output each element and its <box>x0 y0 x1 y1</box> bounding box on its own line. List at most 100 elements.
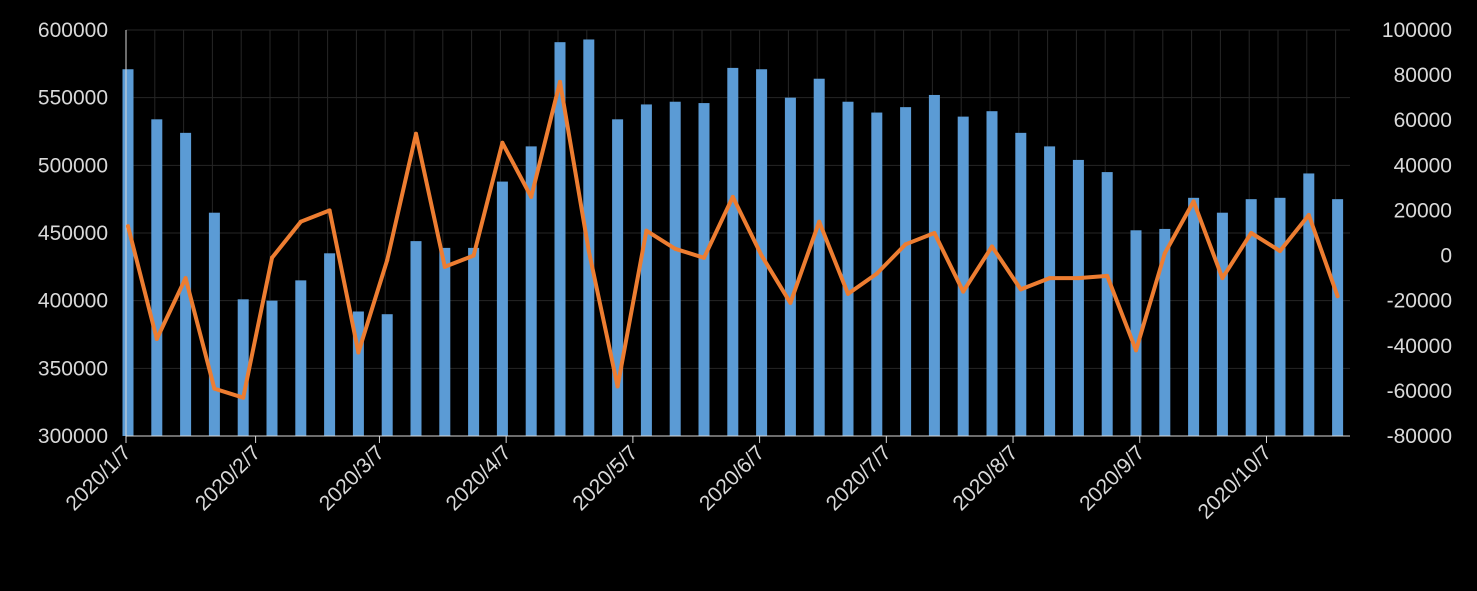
line-series <box>126 79 1340 400</box>
bar <box>295 280 307 436</box>
bar <box>1274 197 1286 436</box>
bar <box>698 103 710 436</box>
bar <box>784 97 796 437</box>
line-point <box>1162 251 1167 256</box>
line-point <box>1335 294 1340 299</box>
y-left-tick-label: 300000 <box>38 425 108 448</box>
bar-series <box>122 39 1344 437</box>
line-point <box>241 395 246 400</box>
line-point <box>1047 276 1052 281</box>
line-point <box>212 386 217 391</box>
x-tick-label: 2020/4/7 <box>442 441 516 515</box>
line-point <box>759 253 764 258</box>
line-point <box>1306 212 1311 217</box>
y-left-tick-label: 500000 <box>38 154 108 177</box>
bar <box>122 69 134 436</box>
x-tick-label: 2020/3/7 <box>315 441 389 515</box>
x-tick-label: 2020/9/7 <box>1075 441 1149 515</box>
x-tick-label: 2020/7/7 <box>822 441 896 515</box>
bar <box>1130 230 1142 436</box>
line-point <box>1249 231 1254 235</box>
bar <box>669 101 681 436</box>
bar <box>1044 146 1056 437</box>
line-point <box>126 224 130 229</box>
line-point <box>1105 273 1110 278</box>
bar <box>237 299 249 436</box>
line-point <box>270 255 274 260</box>
line-point <box>1134 348 1138 353</box>
line-point <box>874 271 879 276</box>
x-tick-label: 2020/1/7 <box>61 441 135 515</box>
bar <box>900 107 912 436</box>
x-tick-label: 2020/6/7 <box>695 441 769 515</box>
y-right-tick-label: -80000 <box>1387 425 1452 448</box>
bar <box>324 253 336 436</box>
bar <box>957 116 969 436</box>
y-right-tick-label: -40000 <box>1387 335 1452 358</box>
bar <box>1015 132 1027 436</box>
line-point <box>1191 199 1196 204</box>
line-point <box>183 276 188 281</box>
line-point <box>702 255 706 260</box>
bar <box>410 241 422 436</box>
y-right-tick-label: -20000 <box>1387 290 1452 313</box>
x-tick-label: 2020/2/7 <box>191 441 265 515</box>
bar <box>439 247 451 436</box>
line-point <box>615 384 620 389</box>
line-point <box>1278 249 1282 254</box>
line-point <box>327 208 332 213</box>
line-point <box>903 242 908 247</box>
line-point <box>932 231 937 235</box>
line-point <box>298 219 303 224</box>
bar <box>525 146 537 437</box>
y-left-tick-label: 450000 <box>38 222 108 245</box>
bar <box>612 119 624 436</box>
line-point <box>990 244 994 249</box>
y-right-tick-label: 40000 <box>1394 154 1452 177</box>
line-point <box>1018 287 1023 292</box>
line-point <box>586 249 591 254</box>
x-tick-label: 2020/8/7 <box>949 441 1023 515</box>
y-right-tick-label: 60000 <box>1394 109 1452 132</box>
line-point <box>154 337 159 342</box>
bar <box>1303 173 1315 436</box>
line-point <box>961 289 966 294</box>
bar <box>496 181 508 436</box>
x-tick-label: 2020/10/7 <box>1194 441 1276 523</box>
y-left-tick-label: 400000 <box>38 290 108 313</box>
tick-labels: 2020/1/7 2020/2/7 2020/3/7 2020/4/7 2020/5/7… <box>38 19 1452 524</box>
bar <box>1101 172 1113 436</box>
line-point <box>1076 276 1081 281</box>
x-tick-label: 2020/5/7 <box>568 441 642 515</box>
line-point <box>385 258 390 263</box>
line-point <box>471 253 476 258</box>
y-left-tick-label: 350000 <box>38 357 108 380</box>
y-right-tick-label: 80000 <box>1394 64 1452 87</box>
line-point <box>644 228 649 233</box>
bar <box>352 311 364 436</box>
line-point <box>500 140 505 145</box>
bar <box>986 111 998 436</box>
y-right-tick-label: 20000 <box>1394 199 1452 222</box>
y-right-tick-label: -60000 <box>1387 380 1452 403</box>
bar <box>640 104 652 436</box>
bar <box>1188 197 1200 436</box>
y-right-tick-label: 100000 <box>1382 19 1452 42</box>
line-point <box>817 219 822 224</box>
line-point <box>414 131 418 136</box>
bar <box>813 78 825 436</box>
axes <box>125 30 1350 443</box>
bar <box>381 314 393 436</box>
bar <box>1072 159 1084 437</box>
y-right-tick-label: 0 <box>1440 245 1452 268</box>
line-point <box>1220 276 1225 281</box>
line-point <box>788 300 793 305</box>
bar <box>208 212 220 436</box>
line-point <box>529 194 534 199</box>
line-point <box>442 264 447 269</box>
bar <box>1245 199 1257 436</box>
bar <box>1216 212 1228 436</box>
line-point <box>673 246 678 251</box>
